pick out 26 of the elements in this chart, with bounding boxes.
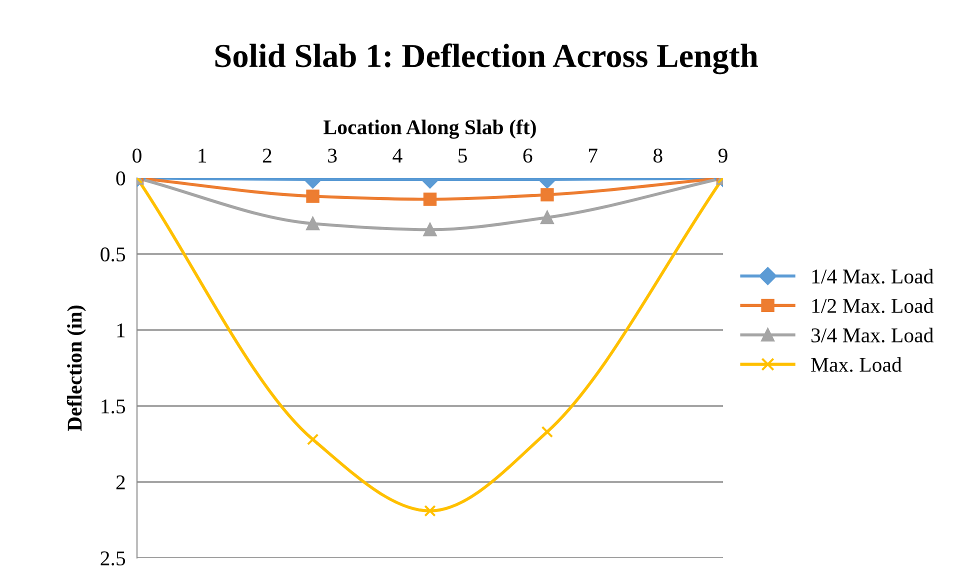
legend-label: 1/2 Max. Load: [812, 298, 934, 314]
y-tick-label: 1: [117, 323, 125, 338]
x-tick-label: 4: [392, 148, 402, 162]
y-tick-label: 2.5: [100, 551, 126, 566]
x-tick-label: 2: [262, 148, 272, 162]
legend-label: 3/4 Max. Load: [811, 328, 934, 342]
y-tick-label: 0.5: [100, 247, 126, 262]
x-tick-label: 5: [458, 148, 467, 163]
x-tick-label: 8: [653, 148, 662, 163]
x-tick-label: 7: [588, 148, 598, 162]
x-tick-label: 6: [523, 148, 532, 163]
legend-label: Max. Load: [811, 357, 902, 372]
x-tick-label: 3: [328, 148, 337, 163]
y-tick-label: 0: [116, 171, 126, 186]
point: [541, 426, 554, 438]
point: [424, 504, 436, 517]
y-tick-label: 2: [116, 475, 125, 490]
y-axis-title: Deflection (in): [66, 306, 86, 431]
x-tick-label: 9: [718, 148, 728, 163]
legend-label: 1/4 Max. Load: [812, 268, 934, 284]
point: [306, 434, 319, 446]
chart-title: Solid Slab 1: Deflection Across Length: [215, 43, 758, 74]
x-tick-label: 1: [198, 148, 206, 162]
x-axis-title: Location Along Slab (ft): [324, 119, 536, 139]
y-tick-label: 1.5: [102, 399, 126, 414]
x-tick-label: 0: [132, 148, 142, 163]
